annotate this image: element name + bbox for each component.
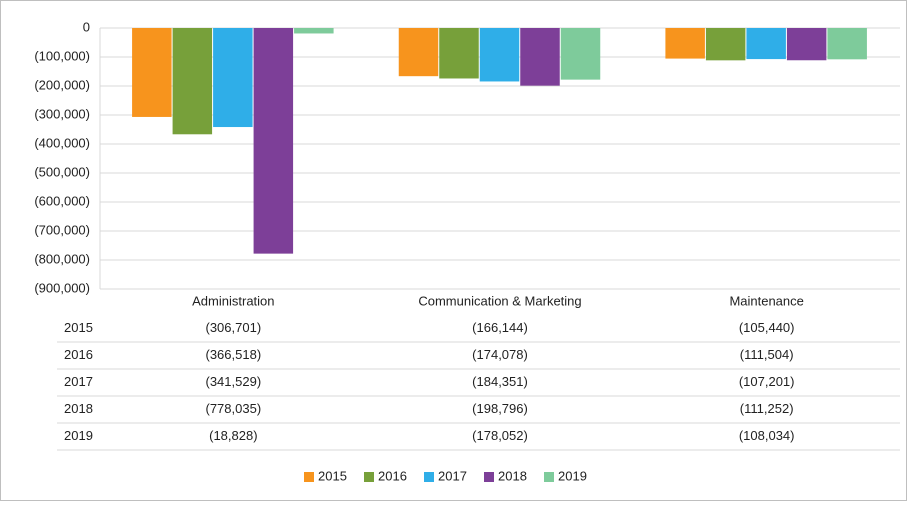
legend-label: 2016 (378, 468, 407, 483)
x-tick-label: Communication & Marketing (418, 293, 581, 308)
table-row-label: 2016 (64, 347, 93, 362)
y-tick-label: (400,000) (34, 135, 90, 150)
table-cell: (18,828) (209, 428, 257, 443)
table-cell: (166,144) (472, 320, 528, 335)
table-cell: (107,201) (739, 374, 795, 389)
table-cell: (341,529) (206, 374, 262, 389)
y-tick-label: 0 (83, 19, 90, 34)
bar (746, 28, 786, 60)
table-cell: (184,351) (472, 374, 528, 389)
table-row-label: 2019 (64, 428, 93, 443)
y-tick-label: (200,000) (34, 77, 90, 92)
y-tick-label: (100,000) (34, 48, 90, 63)
bar (253, 28, 294, 254)
legend-label: 2017 (438, 468, 467, 483)
table-cell: (111,252) (740, 401, 794, 416)
y-tick-label: (700,000) (34, 222, 90, 237)
table-cell: (111,504) (740, 347, 794, 362)
table-row-label: 2015 (64, 320, 93, 335)
table-cell: (178,052) (472, 428, 528, 443)
y-tick-label: (800,000) (34, 251, 90, 266)
bar (172, 28, 213, 135)
bar (560, 28, 601, 80)
bar (294, 28, 334, 34)
legend-label: 2015 (318, 468, 347, 483)
bar (398, 28, 439, 77)
legend-swatch (544, 472, 554, 482)
y-tick-label: (300,000) (34, 106, 90, 121)
table-cell: (366,518) (206, 347, 262, 362)
table-cell: (306,701) (206, 320, 262, 335)
legend-label: 2018 (498, 468, 527, 483)
legend-swatch (364, 472, 374, 482)
y-tick-label: (900,000) (34, 280, 90, 295)
bar (439, 28, 479, 79)
legend-swatch (304, 472, 314, 482)
bar (786, 28, 827, 61)
bar (213, 28, 253, 128)
legend-label: 2019 (558, 468, 587, 483)
table-row-label: 2017 (64, 374, 93, 389)
x-tick-label: Administration (192, 293, 274, 308)
bar (479, 28, 520, 82)
bar (665, 28, 705, 59)
table-cell: (778,035) (206, 401, 262, 416)
y-tick-label: (500,000) (34, 164, 90, 179)
table-cell: (198,796) (472, 401, 528, 416)
bar (827, 28, 867, 60)
table-cell: (108,034) (739, 428, 795, 443)
y-tick-label: (600,000) (34, 193, 90, 208)
table-cell: (174,078) (472, 347, 528, 362)
legend-swatch (484, 472, 494, 482)
table-row-label: 2018 (64, 401, 93, 416)
x-tick-label: Maintenance (729, 293, 803, 308)
bar (132, 28, 172, 117)
legend-swatch (424, 472, 434, 482)
bar (520, 28, 560, 86)
table-cell: (105,440) (739, 320, 795, 335)
bar (705, 28, 746, 61)
